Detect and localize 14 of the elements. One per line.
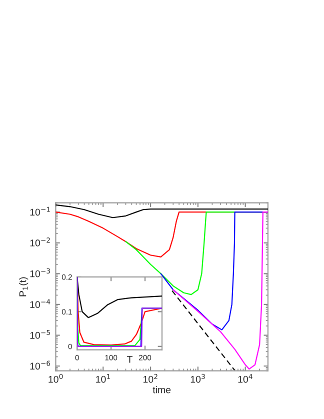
x-tick-label: 10$^{3}$ — [190, 374, 205, 383]
x-tick-label: 10$^{1}$ — [96, 374, 110, 383]
y-tick-label: 10$^{−3}$ — [30, 268, 50, 278]
y-tick-label: 10$^{−6}$ — [30, 360, 50, 370]
x-tick-label: 10$^{2}$ — [143, 374, 158, 383]
y-tick-label: 10$^{−5}$ — [30, 330, 50, 339]
y-tick-label: 10$^{−2}$ — [30, 238, 50, 246]
x-tick-label: 10$^{0}$ — [48, 374, 63, 383]
y-tick-label: 10$^{−4}$ — [30, 299, 50, 308]
x-axis-title: T — [126, 356, 132, 363]
x-axis-title: time — [152, 386, 171, 394]
y-axis-title: P$_{1}$(t) — [19, 277, 28, 296]
x-tick-label: 10$^{4}$ — [238, 374, 252, 383]
y-tick-label: 10$^{−1}$ — [30, 206, 50, 216]
